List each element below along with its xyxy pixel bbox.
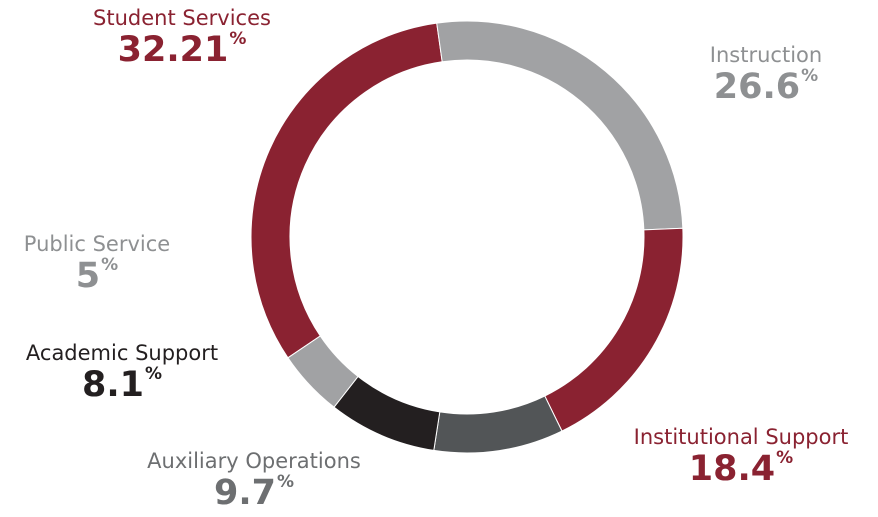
slice-institutional-support (544, 227, 684, 432)
percent-sign: % (229, 29, 247, 49)
label-value: 8.1 (81, 365, 144, 405)
label-name: Institutional Support (633, 425, 849, 449)
label-institutional-support: Institutional Support 18.4% (634, 427, 849, 487)
slice-auxiliary-operations (433, 395, 563, 454)
percent-sign: % (801, 66, 819, 86)
label-value: 26.6 (713, 67, 801, 107)
label-value: 18.4 (688, 449, 776, 489)
percent-sign: % (276, 472, 295, 492)
percent-sign: % (776, 448, 794, 468)
label-name: Academic Support (25, 341, 219, 365)
label-name: Instruction (709, 43, 823, 67)
label-instruction: Instruction 26.6% (710, 45, 822, 105)
label-academic-support: Academic Support 8.1% (26, 343, 218, 403)
label-name: Student Services (93, 6, 271, 30)
label-name: Auxiliary Operations (147, 449, 361, 473)
label-student-services: Student Services 32.21% (93, 8, 271, 68)
percent-sign: % (144, 364, 163, 384)
percent-sign: % (101, 255, 119, 275)
donut-slices (250, 20, 684, 454)
label-value: 5 (75, 256, 101, 296)
label-name: Public Service (23, 232, 171, 256)
label-public-service: Public Service 5% (24, 234, 170, 294)
label-auxiliary-operations: Auxiliary Operations 9.7% (147, 451, 361, 511)
label-value: 32.21 (117, 30, 229, 70)
slice-student-services (250, 22, 443, 359)
slice-public-service (287, 335, 359, 408)
label-value: 9.7 (213, 473, 276, 513)
slice-instruction (436, 20, 684, 231)
